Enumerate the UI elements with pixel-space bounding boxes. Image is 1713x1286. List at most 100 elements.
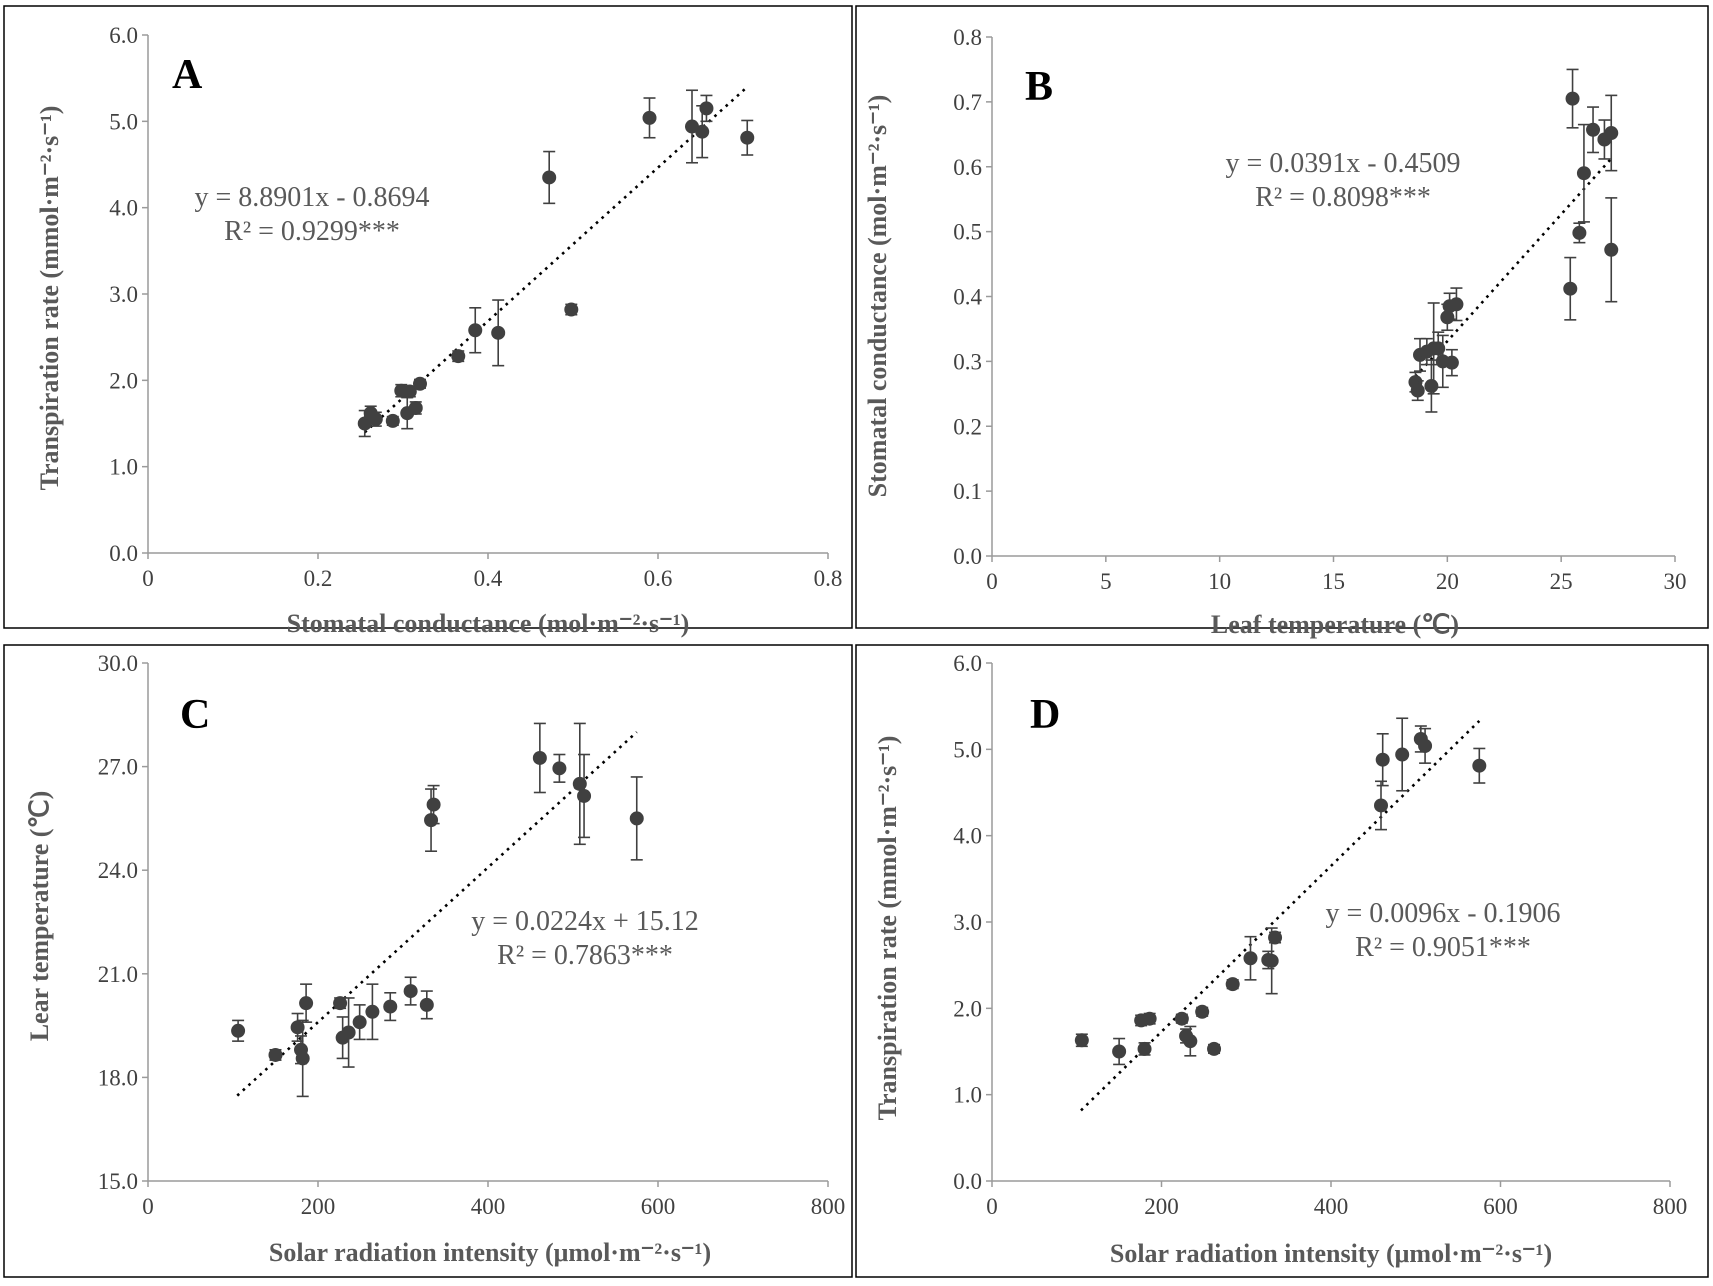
- panel-c-y-label: Lear temperature (℃): [25, 791, 54, 1042]
- marker: [403, 984, 418, 999]
- y-tick-label: 0.4: [953, 285, 982, 310]
- panel-b-frame: [855, 5, 1709, 629]
- data-point: [403, 976, 418, 1006]
- panel-c-r2: R² = 0.7863***: [497, 940, 673, 971]
- data-point: [1572, 222, 1587, 244]
- panel-d-letter: D: [1030, 692, 1060, 738]
- panel-a-letter: A: [172, 52, 203, 98]
- y-tick-label: 0.5: [953, 220, 982, 245]
- panel-a: 0 0.2 0.4 0.6 0.8 0.0 1.0 2.0 3.0 4.0 5.0 6.0 A y =…: [3, 5, 853, 638]
- data-point: [1225, 977, 1240, 992]
- data-point: [419, 990, 434, 1020]
- x-tick-label: 200: [301, 1194, 336, 1219]
- marker: [1444, 355, 1459, 370]
- data-point: [1142, 1011, 1157, 1026]
- x-tick-label: 25: [1550, 569, 1573, 594]
- marker: [426, 797, 441, 812]
- marker: [424, 813, 439, 828]
- y-tick-label: 3.0: [109, 282, 138, 307]
- y-tick-label: 6.0: [953, 651, 982, 676]
- data-point: [1586, 106, 1601, 154]
- marker: [564, 302, 579, 317]
- panel-d-x-label: Solar radiation intensity (μmol·m⁻²·s⁻¹): [1110, 1239, 1552, 1268]
- panel-c-trendline: [236, 731, 638, 1097]
- data-point: [1424, 359, 1439, 413]
- data-point: [532, 722, 547, 794]
- panel-d-equation: y = 0.0096x - 0.1906: [1325, 898, 1560, 929]
- marker: [352, 1015, 367, 1030]
- marker: [1142, 1011, 1157, 1026]
- data-point: [1074, 1033, 1089, 1048]
- x-tick-label: 0.4: [474, 566, 503, 591]
- data-point: [451, 349, 466, 364]
- x-tick-label: 30: [1664, 569, 1687, 594]
- marker: [295, 1051, 310, 1066]
- marker: [699, 101, 714, 116]
- marker: [368, 412, 383, 427]
- marker: [413, 376, 427, 391]
- x-tick-label: 0.6: [644, 566, 673, 591]
- y-tick-label: 0.0: [109, 541, 138, 566]
- data-point: [1183, 1025, 1198, 1057]
- x-tick-label: 600: [1483, 1194, 1518, 1219]
- y-tick-label: 0.0: [953, 1169, 982, 1194]
- data-point: [491, 299, 506, 367]
- data-point: [1374, 780, 1389, 831]
- marker: [740, 130, 755, 145]
- y-tick-label: 0.7: [953, 90, 982, 115]
- panel-a-x-label: Stomatal conductance (mol·m⁻²·s⁻¹): [287, 609, 690, 638]
- marker: [1375, 752, 1390, 767]
- x-tick-label: 0.8: [814, 566, 843, 591]
- data-point: [290, 1012, 305, 1042]
- marker: [385, 413, 400, 428]
- y-tick-label: 0.3: [953, 349, 982, 374]
- trendline: [1414, 157, 1613, 378]
- data-point: [1576, 123, 1591, 223]
- marker: [419, 997, 434, 1012]
- marker: [408, 400, 423, 415]
- panel-b: 0 5 10 15 20 25 300.00.10.20.30.40.50.60.70.8 …: [855, 5, 1709, 639]
- marker: [1563, 281, 1578, 296]
- y-tick-label: 18.0: [98, 1065, 138, 1090]
- data-point: [341, 997, 356, 1068]
- marker: [1395, 747, 1410, 762]
- data-point: [408, 400, 423, 415]
- data-point: [1112, 1037, 1127, 1066]
- trendline: [236, 731, 638, 1097]
- panel-a-r2: R² = 0.9299***: [224, 216, 400, 247]
- x-tick-label: 10: [1208, 569, 1231, 594]
- marker: [1074, 1033, 1089, 1048]
- panel-d-r2: R² = 0.9051***: [1355, 932, 1531, 963]
- panel-b-y-label: Stomatal conductance (mol·m⁻²·s⁻¹): [863, 95, 892, 498]
- data-point: [1268, 930, 1283, 945]
- data-point: [383, 991, 398, 1022]
- marker: [1586, 122, 1601, 137]
- panel-c-tick-marks: [142, 662, 829, 1187]
- y-tick-label: 24.0: [98, 858, 138, 883]
- x-tick-label: 0: [142, 566, 154, 591]
- y-tick-label: 30.0: [98, 651, 138, 676]
- data-point: [699, 94, 714, 123]
- x-tick-label: 200: [1144, 1194, 1179, 1219]
- marker: [1410, 383, 1425, 398]
- x-tick-label: 0: [986, 1194, 998, 1219]
- panel-d-tick-marks: [986, 662, 1671, 1187]
- marker: [1576, 166, 1591, 181]
- y-tick-label: 4.0: [109, 196, 138, 221]
- data-point: [1472, 747, 1487, 784]
- data-point: [385, 413, 400, 428]
- data-point: [299, 983, 314, 1023]
- marker: [1225, 977, 1240, 992]
- data-point: [413, 376, 427, 391]
- data-point: [365, 983, 380, 1041]
- data-point: [333, 996, 348, 1011]
- x-tick-label: 15: [1322, 569, 1345, 594]
- y-tick-label: 0.2: [953, 414, 982, 439]
- y-tick-label: 1.0: [953, 1083, 982, 1108]
- x-tick-label: 600: [641, 1194, 676, 1219]
- y-tick-label: 0.1: [953, 479, 982, 504]
- marker: [1572, 225, 1587, 240]
- data-point: [1410, 380, 1425, 402]
